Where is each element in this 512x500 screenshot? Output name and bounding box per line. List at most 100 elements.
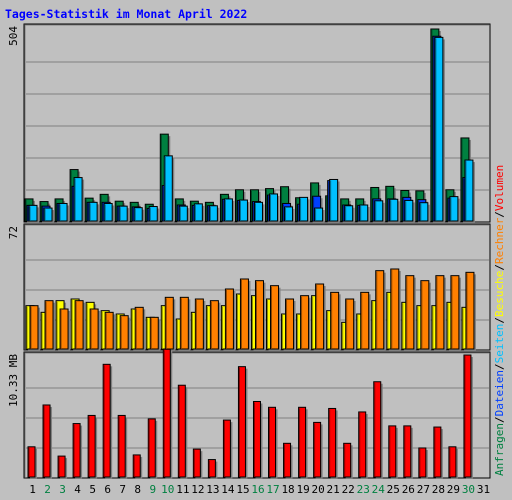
bar-seiten bbox=[389, 198, 399, 222]
bar-rechner bbox=[224, 288, 234, 350]
bar-volumen bbox=[252, 400, 261, 478]
bar-rechner bbox=[315, 283, 325, 350]
bar-volumen bbox=[177, 384, 186, 478]
bar-volumen bbox=[192, 448, 201, 478]
bar-seiten bbox=[223, 198, 233, 222]
panel-requests: 504 bbox=[7, 23, 491, 223]
bar-volumen bbox=[388, 425, 397, 478]
bar-volumen bbox=[27, 446, 36, 478]
bar-seiten bbox=[73, 177, 83, 222]
axis-max-label: 72 bbox=[7, 226, 20, 239]
bar-seiten bbox=[148, 206, 158, 222]
x-tick-label: 22 bbox=[342, 483, 355, 496]
bar-seiten bbox=[163, 155, 173, 222]
bar-volumen bbox=[147, 418, 156, 478]
bar-volumen bbox=[373, 381, 382, 478]
x-tick-label: 6 bbox=[104, 483, 111, 496]
legend-entry: / bbox=[493, 264, 506, 271]
x-tick-label: 19 bbox=[296, 483, 309, 496]
x-tick-label: 28 bbox=[432, 483, 445, 496]
x-tick-label: 5 bbox=[89, 483, 96, 496]
axis-max-label: 10.33 MB bbox=[7, 354, 20, 407]
x-tick-label: 23 bbox=[357, 483, 370, 496]
legend-entry: / bbox=[493, 416, 506, 423]
x-tick-label: 7 bbox=[119, 483, 126, 496]
bar-seiten bbox=[58, 202, 68, 222]
x-tick-label: 27 bbox=[417, 483, 430, 496]
bar-volumen bbox=[132, 454, 141, 478]
bar-rechner bbox=[345, 298, 355, 350]
x-tick-label: 11 bbox=[176, 483, 189, 496]
bar-seiten bbox=[88, 201, 98, 222]
bar-rechner bbox=[270, 285, 280, 350]
bar-volumen bbox=[433, 426, 442, 478]
bar-seiten bbox=[344, 205, 354, 222]
bar-rechner bbox=[119, 315, 129, 350]
bar-volumen bbox=[448, 446, 457, 478]
x-tick-label: 18 bbox=[281, 483, 294, 496]
bar-seiten bbox=[208, 205, 218, 222]
bar-volumen bbox=[72, 423, 81, 478]
bar-seiten bbox=[28, 204, 38, 222]
bar-seiten bbox=[253, 201, 263, 222]
bar-seiten bbox=[299, 196, 309, 222]
bar-volumen bbox=[403, 425, 412, 478]
bar-seiten bbox=[133, 207, 143, 222]
x-tick-label: 10 bbox=[161, 483, 174, 496]
legend-entry: / bbox=[493, 317, 506, 324]
legend-entry: Dateien bbox=[493, 370, 506, 416]
bar-volumen bbox=[283, 442, 292, 478]
bar-volumen bbox=[237, 366, 246, 478]
legend-entry: Besuche bbox=[493, 271, 506, 317]
bar-rechner bbox=[104, 311, 114, 350]
bar-rechner bbox=[465, 271, 475, 350]
bar-volumen bbox=[222, 419, 231, 478]
bar-volumen bbox=[87, 414, 96, 478]
x-tick-label: 9 bbox=[149, 483, 156, 496]
bar-seiten bbox=[43, 207, 53, 222]
x-tick-label: 12 bbox=[191, 483, 204, 496]
bar-rechner bbox=[420, 280, 430, 350]
x-tick-label: 16 bbox=[251, 483, 264, 496]
x-axis: 1 2 3 4 5 6 7 8 9 10 11 12 13 14 15 16 17 18 19 20 21 22 23 24 2… bbox=[29, 483, 490, 496]
bar-rechner bbox=[405, 275, 415, 350]
bar-seiten bbox=[284, 206, 294, 222]
x-tick-label: 25 bbox=[387, 483, 400, 496]
bar-rechner bbox=[74, 300, 84, 350]
bar-volumen bbox=[162, 348, 171, 478]
x-tick-label: 29 bbox=[447, 483, 460, 496]
x-tick-label: 20 bbox=[312, 483, 325, 496]
bar-rechner bbox=[285, 298, 295, 350]
panel-visits: 72 bbox=[7, 223, 491, 351]
bar-volumen bbox=[463, 354, 472, 478]
axis-max-label: 504 bbox=[7, 26, 20, 46]
bar-seiten bbox=[374, 200, 384, 222]
x-tick-label: 3 bbox=[59, 483, 66, 496]
bar-rechner bbox=[209, 300, 219, 350]
x-tick-label: 2 bbox=[44, 483, 51, 496]
legend-entry: / bbox=[493, 211, 506, 218]
bar-seiten bbox=[329, 178, 339, 222]
legend-entry: / bbox=[493, 363, 506, 370]
bar-rechner bbox=[390, 268, 400, 350]
bar-volumen bbox=[268, 406, 277, 478]
x-tick-label: 17 bbox=[266, 483, 279, 496]
bar-rechner bbox=[134, 306, 144, 350]
bar-rechner bbox=[89, 308, 99, 350]
bar-rechner bbox=[149, 316, 159, 350]
chart-panels: 504 72 10.33 MB bbox=[7, 23, 491, 479]
x-tick-label: 15 bbox=[236, 483, 249, 496]
bar-seiten bbox=[419, 202, 429, 222]
x-tick-label: 1 bbox=[29, 483, 36, 496]
bar-rechner bbox=[330, 291, 340, 350]
bar-rechner bbox=[254, 280, 264, 350]
series-legend: Anfragen/Dateien/Seiten/Besuche/Rechner/… bbox=[493, 165, 506, 476]
bar-volumen bbox=[418, 447, 427, 478]
x-tick-label: 31 bbox=[477, 483, 490, 496]
bar-rechner bbox=[59, 308, 69, 350]
legend-vertical: Anfragen/Dateien/Seiten/Besuche/Rechner/… bbox=[493, 165, 506, 476]
bar-seiten bbox=[193, 203, 203, 222]
bar-seiten bbox=[359, 204, 369, 222]
bar-rechner bbox=[450, 275, 460, 350]
bar-rechner bbox=[44, 300, 54, 350]
